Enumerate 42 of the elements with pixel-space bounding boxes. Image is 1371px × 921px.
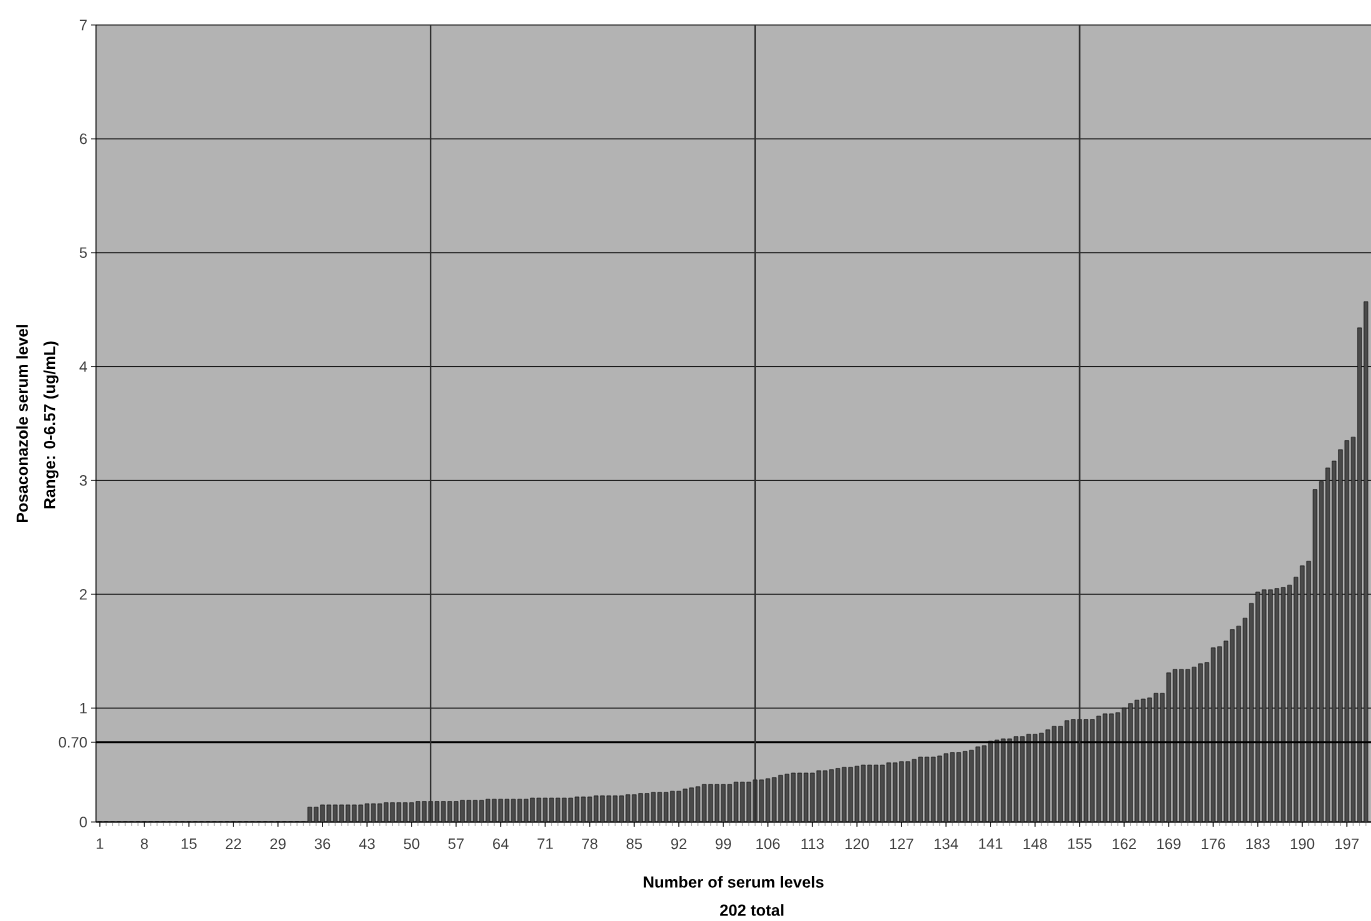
y-tick-label: 7 [79,19,87,31]
x-tick-label: 1 [96,838,104,849]
x-tick-label: 141 [979,838,1003,849]
x-tick-label: 197 [1335,838,1359,850]
y-tick-label: 5 [79,247,87,258]
x-tick-label: 162 [1112,838,1136,850]
x-tick-label: 22 [225,838,242,849]
x-tick-label: 50 [403,838,420,850]
x-tick-label: 64 [493,838,509,850]
x-tick-label: 78 [582,838,598,850]
x-tick-label: 106 [756,838,780,850]
text: Range: 0-6.57 (ug/mL) [43,341,59,509]
x-tick-label: 8 [140,838,148,850]
x-tick-label: 169 [1157,838,1181,850]
x-tick-label: 148 [1023,838,1047,850]
y-axis-title: Posaconazole serum level [16,325,28,523]
x-axis-title: Number of serum levels [643,876,824,888]
y-tick-label: 1 [80,702,87,714]
x-tick-label: 155 [1068,838,1092,849]
y-tick-label: 0 [79,816,87,828]
x-tick-label: 190 [1290,838,1315,850]
y-tick-label: 6 [79,133,87,145]
x-tick-label: 85 [626,838,642,850]
x-tick-label: 176 [1201,838,1226,850]
x-tick-label: 127 [890,838,914,849]
x-tick-label: 183 [1246,838,1270,850]
x-tick-label: 43 [359,838,375,850]
x-tick-label: 36 [314,838,331,850]
x-tick-label: 57 [448,838,464,849]
x-tick-label: 92 [671,838,687,850]
y-tick-label: 2 [79,589,87,600]
y-tick-label: 0.70 [58,736,87,748]
x-tick-label: 120 [845,838,869,850]
x-tick-label: 113 [801,838,824,850]
y-tick-label: 3 [79,475,87,486]
y-tick-label: 4 [79,361,88,372]
x-tick-label: 71 [537,838,553,849]
text: 202 total [720,904,784,916]
x-tick-label: 134 [934,838,959,850]
x-tick-label: 99 [715,838,731,850]
x-tick-label: 15 [181,838,197,849]
x-tick-label: 29 [270,838,286,850]
